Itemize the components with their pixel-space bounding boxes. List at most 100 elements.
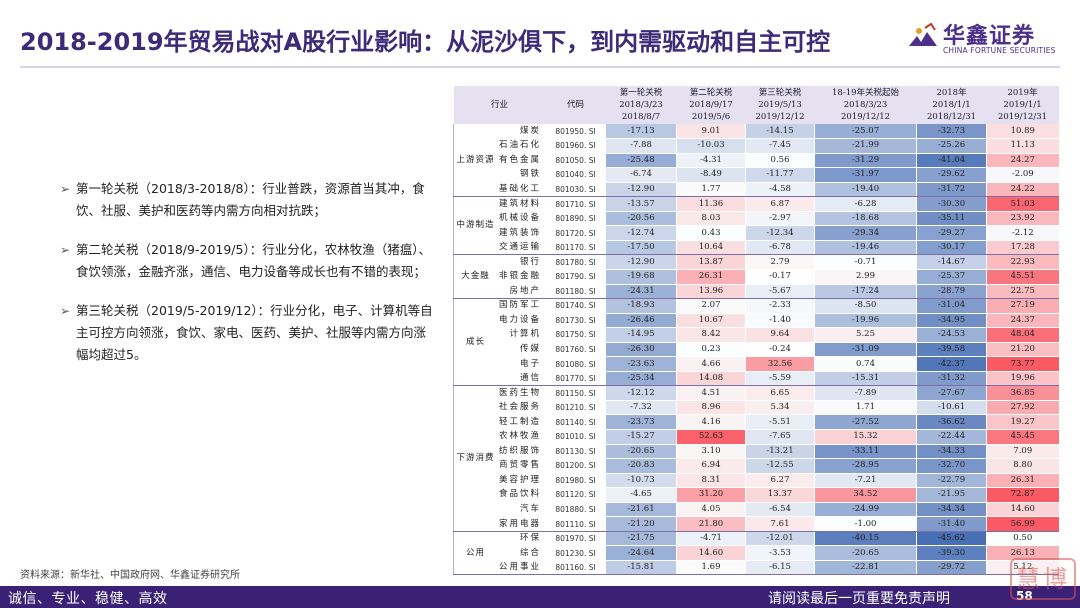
watermark-stamp: 慧博 [1010,558,1076,600]
table-row: 电子 801080. SI -23.63 4.66 32.56 0.74 -42.37 73.… [454,356,1059,372]
table-row: 建筑装饰 801720. SI -12.74 0.43 -12.34 -29.34 -29.… [454,225,1059,241]
industry-name: 交通运输 [496,240,546,256]
return-cell: -34.34 [916,502,987,518]
return-cell: 21.20 [986,342,1059,358]
return-cell: 15.32 [814,429,917,445]
return-cell: -18.93 [605,298,677,314]
return-cell: -1.40 [745,313,815,329]
return-cell: 45.51 [986,269,1059,285]
return-cell: -31.40 [916,516,987,532]
industry-code: 801740. SI [545,298,606,314]
bullet-item: ➢ 第二轮关税（2018/9-2019/5）：行业分化，农林牧渔（猪瘟）、食饮领… [60,239,435,283]
industry-code: 801040. SI [545,167,606,183]
return-cell: 13.87 [676,254,746,270]
table-row: 轻工制造 801140. SI -23.73 4.16 -5.51 -27.52 -36.6… [454,414,1059,430]
return-cell: 10.67 [676,313,746,329]
table-row: 下游消费 医药生物 801150. SI -12.12 4.51 6.65 -7.89 -27… [453,385,1059,532]
table-row: 传媒 801760. SI -26.30 0.23 -0.24 -31.09 -39.58 2… [454,342,1059,358]
return-cell: -15.27 [605,429,677,445]
industry-name: 社会服务 [496,400,546,416]
return-cell: 2.79 [745,254,815,270]
brand-name-en: CHINA FORTUNE SECURITIES [943,46,1056,55]
return-cell: 14.60 [676,545,746,561]
industry-name: 基础化工 [496,182,546,198]
return-cell: -7.65 [745,429,815,445]
return-cell: -3.53 [745,545,815,561]
arrow-bullet-icon: ➢ [60,182,71,196]
return-cell: -29.34 [814,225,917,241]
return-cell: -7.88 [605,138,677,154]
return-cell: 22.93 [986,254,1059,270]
industry-name: 家用电器 [496,516,546,532]
return-cell: 1.71 [814,400,917,416]
return-cell: 21.80 [676,516,746,532]
bullet-item: ➢ 第一轮关税（2018/3-2018/8）：行业普跌，资源首当其冲，食饮、社服… [60,178,435,222]
return-cell: -40.15 [814,531,917,547]
table-row: 非银金融 801790. SI -19.68 26.31 -0.17 2.99 -25.37… [454,269,1059,285]
return-cell: -15.81 [605,560,677,576]
header-label: 2018年 [936,88,967,98]
industry-name: 有色金属 [496,153,546,169]
return-cell: -39.58 [916,342,987,358]
return-cell: -22.44 [916,429,987,445]
industry-name: 综合 [496,545,546,561]
return-cell: -31.97 [814,167,917,183]
return-cell: 52.63 [676,429,746,445]
industry-name: 建筑材料 [496,196,546,212]
return-cell: -17.50 [605,240,677,256]
return-cell: -17.24 [814,284,917,300]
industry-code: 801720. SI [545,225,606,241]
industry-code: 801170. SI [545,240,606,256]
table-row: 成长 国防军工 801740. SI -18.93 2.07 -2.33 -8.50 -31.… [453,298,1059,387]
return-cell: -7.32 [605,400,677,416]
return-cell: -27.52 [814,414,917,430]
header-end-date: 2018/12/31 [927,112,977,122]
industry-name: 房地产 [496,284,546,300]
return-cell: -24.53 [916,327,987,343]
return-cell: 19.27 [986,414,1059,430]
return-cell: -34.33 [916,444,987,460]
return-cell: 9.01 [676,124,746,140]
table-row: 有色金属 801050. SI -25.48 -4.31 0.56 -31.29 -41.0… [454,153,1059,169]
sector-group-label: 大金融 [453,254,498,300]
return-cell: 56.99 [986,516,1059,532]
return-cell: -14.95 [605,327,677,343]
header-end-date: 2019/5/6 [691,112,731,122]
return-cell: 6.27 [745,473,815,489]
industry-name: 农林牧渔 [496,429,546,445]
header-end-date: 2019/12/31 [998,112,1048,122]
return-cell: -21.20 [605,516,677,532]
return-cell: 31.20 [676,487,746,503]
header-start-date: 2018/9/17 [689,100,733,110]
return-cell: -31.29 [814,153,917,169]
return-cell: -1.00 [814,516,917,532]
return-cell: -12.90 [605,182,677,198]
return-cell: -0.17 [745,269,815,285]
industry-code: 801130. SI [545,444,606,460]
industry-code: 801010. SI [545,429,606,445]
return-cell: -5.59 [745,371,815,387]
table-row: 社会服务 801210. SI -7.32 8.96 5.34 1.71 -10.61 27.… [454,400,1059,416]
header-end-date: 2018/8/7 [621,112,661,122]
return-cell: -30.30 [916,196,987,212]
industry-name: 银行 [496,254,546,270]
return-cell: 23.92 [986,211,1059,227]
return-cell: 8.03 [676,211,746,227]
return-cell: 13.96 [676,284,746,300]
return-cell: 4.16 [676,414,746,430]
return-cell: 24.22 [986,182,1059,198]
return-cell: -31.72 [916,182,987,198]
industry-code: 801760. SI [545,342,606,358]
industry-code: 801880. SI [545,502,606,518]
table-row: 商贸零售 801200. SI -20.83 6.94 -12.55 -28.95 -32.… [454,458,1059,474]
industry-name: 石油石化 [496,138,546,154]
table-row: 家用电器 801110. SI -21.20 21.80 7.61 -1.00 -31.40… [454,516,1059,532]
industry-name: 非银金融 [496,269,546,285]
header-end-date: 2019/12/12 [841,112,891,122]
industry-name: 钢铁 [496,167,546,183]
return-cell: -13.57 [605,196,677,212]
arrow-bullet-icon: ➢ [60,243,71,257]
return-cell: -12.01 [745,531,815,547]
return-cell: -13.21 [745,444,815,460]
return-cell: -15.31 [814,371,917,387]
